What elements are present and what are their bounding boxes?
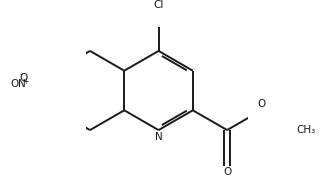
Text: O: O — [20, 73, 28, 83]
Text: N: N — [155, 132, 163, 142]
Text: +: + — [23, 77, 29, 86]
Text: CH₃: CH₃ — [297, 125, 316, 135]
Text: N: N — [18, 79, 25, 89]
Text: -: - — [20, 70, 23, 79]
Text: Cl: Cl — [153, 0, 164, 10]
Text: O: O — [10, 79, 18, 89]
Text: O: O — [257, 99, 266, 109]
Text: O: O — [223, 167, 231, 177]
